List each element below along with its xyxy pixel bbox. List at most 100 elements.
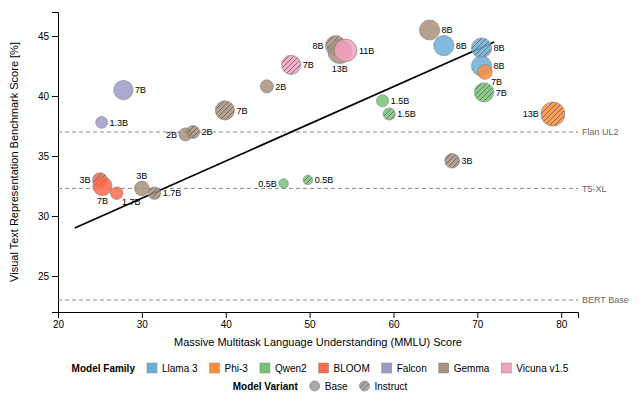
x-tick-mark [393, 312, 394, 318]
point [383, 108, 395, 120]
legend-label: Qwen2 [275, 363, 307, 374]
x-tick-label: 20 [53, 319, 65, 330]
point-label: 8B [494, 61, 505, 71]
point-label: 1.5B [391, 96, 410, 106]
regression-line [75, 42, 494, 228]
x-tick-mark [310, 312, 311, 318]
point-label: 3B [136, 171, 147, 181]
y-tick-label: 30 [38, 211, 50, 222]
y-tick-mark [52, 36, 58, 37]
point-label: 0.5B [258, 179, 277, 189]
point-label: 7B [97, 196, 108, 206]
y-tick-mark [52, 156, 58, 157]
y-tick-mark [52, 96, 58, 97]
legend-label: BLOOM [334, 363, 370, 374]
point-label: 7B [303, 60, 314, 70]
point-label: 2B [275, 82, 286, 92]
point-label: 11B [359, 46, 374, 56]
legend-label: Instruct [375, 381, 408, 392]
legend-swatch [439, 363, 449, 373]
legend-swatch [382, 363, 392, 373]
point-label: 2B [202, 127, 213, 137]
point-labels: 8B8B8B7B13B7B0.5B0.5B1.5B1.5B3B7B1.7B7B1… [80, 25, 539, 207]
plot: 20 30 40 50 60 70 80 25 30 35 40 45 Massive Multitas… [8, 13, 629, 349]
legend-label: Falcon [397, 363, 427, 374]
point-label: 8B [442, 25, 453, 35]
legend-label: Phi-3 [225, 363, 249, 374]
point [478, 65, 493, 80]
reference-line [58, 132, 578, 133]
x-axis-title: Massive Multitask Language Understanding… [174, 336, 462, 348]
legend-swatch [260, 363, 270, 373]
point [110, 187, 123, 200]
legend: Model Family Llama 3 Phi-3 Qwen2 BLOOM Falcon… [72, 363, 569, 374]
point-label: 3B [80, 175, 91, 185]
legend-label: Base [325, 381, 348, 392]
point [96, 117, 108, 129]
point-label: 13B [523, 109, 539, 119]
x-tick-label: 80 [556, 319, 568, 330]
point-label: 8B [494, 43, 505, 53]
point [471, 38, 491, 58]
legend: Model Variant Base Instruct [233, 381, 408, 392]
x-tick-label: 70 [472, 319, 484, 330]
point-label: 2B [166, 130, 177, 140]
point-label: 13B [332, 64, 348, 74]
point-label: 8B [456, 41, 467, 51]
reference-label: BERT Base [582, 295, 629, 305]
x-tick-label: 40 [221, 319, 233, 330]
x-tick-label: 60 [388, 319, 400, 330]
legend-swatch [210, 363, 220, 373]
x-axis-line [59, 313, 579, 319]
x-tick: 60 [388, 312, 400, 330]
y-tick-label: 45 [38, 31, 50, 42]
x-tick-label: 30 [137, 319, 149, 330]
point [303, 175, 313, 185]
point-label: 7B [237, 106, 248, 116]
y-tick-label: 40 [38, 91, 50, 102]
marks [58, 20, 578, 300]
x-tick-mark [561, 312, 562, 318]
point-label: 7B [135, 85, 146, 95]
x-tick: 30 [137, 312, 149, 330]
point [541, 102, 565, 126]
reference-label: Flan UL2 [582, 127, 619, 137]
x-tick-mark [477, 312, 478, 318]
point [93, 176, 112, 195]
y-tick: 40 [38, 91, 58, 102]
x-tick: 80 [556, 312, 568, 330]
point [279, 179, 289, 189]
x-tick: 70 [472, 312, 484, 330]
legend-swatch [310, 381, 320, 391]
legend-swatch [147, 363, 157, 373]
legend-swatch [501, 363, 511, 373]
y-tick: 25 [38, 271, 58, 282]
chart: 20 30 40 50 60 70 80 25 30 35 40 45 Massive Multitas… [0, 0, 640, 400]
point [135, 181, 150, 196]
point [282, 55, 301, 74]
point-label: 1.7B [163, 188, 182, 198]
point [215, 101, 234, 120]
legend-label: Gemma [454, 363, 490, 374]
y-tick: 45 [38, 31, 58, 42]
legend-label: Llama 3 [162, 363, 198, 374]
point [187, 125, 200, 138]
x-tick: 40 [221, 312, 233, 330]
y-axis: 25 30 35 40 45 [38, 13, 59, 313]
legend-title: Model Variant [233, 381, 299, 392]
x-tick-mark [226, 312, 227, 318]
x-tick: 20 [53, 312, 65, 330]
y-tick: 35 [38, 151, 58, 162]
point-label: 8B [313, 41, 324, 51]
x-tick: 50 [305, 312, 317, 330]
y-axis-line [52, 13, 59, 313]
legend-label: Vicuna v1.5 [516, 363, 569, 374]
reference-label: T5-XL [582, 184, 607, 194]
x-tick-label: 50 [305, 319, 317, 330]
y-tick-label: 25 [38, 271, 50, 282]
legend-title: Model Family [72, 363, 136, 374]
y-tick-label: 35 [38, 151, 50, 162]
point [148, 187, 161, 200]
point [377, 95, 389, 107]
point-label: 0.5B [315, 175, 334, 185]
